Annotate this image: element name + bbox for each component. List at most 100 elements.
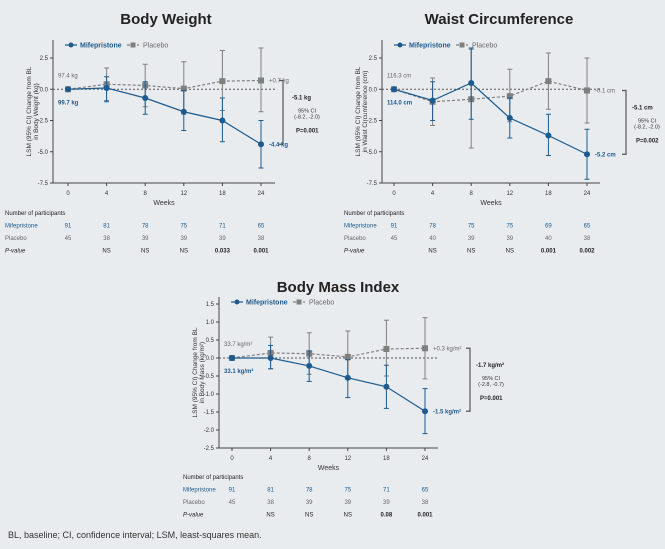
table-cell: 65 [258, 224, 265, 230]
mifepristone-point [306, 362, 313, 369]
mifepristone-point [344, 374, 351, 381]
mifepristone-point [391, 86, 397, 93]
y-tick-label: -2.5 [38, 119, 49, 125]
table-cell: 39 [344, 500, 351, 506]
chart-title: Body Mass Index [277, 279, 400, 296]
table-row-label: P-value [5, 249, 26, 255]
placebo-baseline-label: 97.4 kg [58, 73, 78, 79]
difference-bracket [466, 347, 471, 412]
x-tick-label: 24 [422, 456, 429, 462]
mifepristone-line [232, 357, 426, 412]
placebo-line [393, 80, 588, 103]
legend-placebo-label: Placebo [309, 300, 334, 307]
table-cell: 75 [180, 224, 187, 230]
x-axis-label: Weeks [480, 200, 502, 207]
placebo-line [231, 347, 426, 359]
table-cell: 45 [391, 236, 398, 242]
x-tick-label: 8 [144, 191, 148, 197]
table-row-label: Placebo [344, 236, 366, 242]
table-row-label: Placebo [5, 236, 27, 242]
mifepristone-end-label: -1.5 kg/m² [433, 408, 461, 415]
y-tick-label: 1.5 [206, 302, 215, 308]
placebo-point [383, 346, 390, 352]
difference-value: -5.1 cm [632, 105, 653, 111]
table-row-label: Placebo [183, 500, 205, 506]
participants-table-header: Number of participants [183, 475, 243, 481]
table-cell: NS [506, 249, 514, 255]
x-tick-label: 12 [344, 456, 351, 462]
table-cell: NS [141, 249, 149, 255]
legend-placebo-label: Placebo [472, 43, 497, 50]
placebo-point [584, 87, 590, 94]
ci-label: 95% CI [638, 118, 657, 124]
x-axis-label: Weeks [318, 465, 340, 472]
chart-title: Waist Circumference [425, 11, 574, 28]
y-axis-label-line: LSM (95% CI) Change from BL [192, 327, 199, 417]
y-tick-label: -2.5 [204, 446, 215, 452]
x-tick-label: 0 [66, 191, 70, 197]
placebo-end-label: -0.1 cm [595, 89, 615, 95]
table-cell: 40 [429, 236, 436, 242]
x-tick-label: 12 [506, 191, 513, 197]
legend-mifepristone-marker [68, 42, 74, 48]
x-tick-label: 4 [431, 191, 435, 197]
y-axis-label-line: in Body Mass (kg/m²) [199, 342, 206, 403]
legend-mifepristone-label: Mifepristone [80, 43, 122, 50]
y-tick-label: 0.0 [369, 87, 378, 93]
mifepristone-baseline-label: 99.7 kg [58, 100, 79, 106]
table-cell: 78 [142, 224, 149, 230]
p-value-label: P=0.001 [480, 396, 503, 402]
y-tick-label: 1.0 [206, 320, 215, 326]
table-cell: 38 [422, 500, 429, 506]
chart-body-weight: Body Weight 2.5 0.0 -2.5 -5.0 -7.5 0 4 8 12 18 24 We… [5, 11, 320, 255]
table-cell: 81 [103, 224, 110, 230]
mifepristone-point [65, 86, 71, 93]
x-tick-label: 8 [470, 191, 474, 197]
y-axis-label-line: in Waist Circumference (cm) [362, 71, 369, 153]
table-cell: 38 [258, 236, 265, 242]
table-cell: 39 [219, 236, 226, 242]
table-cell: 75 [468, 224, 475, 230]
mifepristone-baseline-label: 33.1 kg/m² [224, 368, 253, 375]
legend-placebo-label: Placebo [143, 43, 168, 50]
p-value-label: P=0.001 [296, 128, 319, 134]
x-tick-label: 24 [258, 191, 265, 197]
placebo-line [67, 79, 262, 90]
x-tick-label: 24 [584, 191, 591, 197]
table-cell: 0.08 [381, 513, 393, 519]
y-axis-label-line: LSM (95% CI) Change from BL [26, 66, 33, 156]
table-cell: 40 [545, 236, 552, 242]
x-tick-label: 4 [269, 456, 273, 462]
y-tick-label: 0.0 [206, 356, 215, 362]
y-tick-label: -5.0 [367, 150, 378, 156]
table-cell: 0.002 [579, 249, 595, 255]
y-tick-label: -1.5 [204, 410, 215, 416]
mifepristone-line [67, 87, 262, 145]
ci-label: 95% CI [482, 376, 501, 382]
mifepristone-point [219, 117, 226, 124]
mifepristone-point [229, 355, 235, 361]
x-tick-label: 4 [105, 191, 109, 197]
placebo-end-label: +0.3 kg/m² [433, 346, 462, 352]
x-tick-label: 0 [392, 191, 396, 197]
difference-value: -1.7 kg/m² [476, 362, 504, 369]
mifepristone-line [393, 82, 588, 155]
table-cell: NS [467, 249, 475, 255]
mifepristone-end-label: -5.2 cm [595, 152, 616, 158]
mifepristone-point [267, 355, 274, 361]
table-cell: 81 [267, 488, 274, 494]
table-cell: 39 [180, 236, 187, 242]
mifepristone-point [103, 85, 110, 91]
table-cell: NS [180, 249, 188, 255]
table-cell: 39 [383, 500, 390, 506]
table-cell: 78 [306, 488, 313, 494]
y-tick-label: -7.5 [38, 181, 49, 187]
table-cell: 39 [468, 236, 475, 242]
y-axis-label-line: LSM (95% CI) Change from BL [355, 66, 362, 156]
table-cell: 0.001 [541, 249, 557, 255]
legend-mifepristone-label: Mifepristone [409, 43, 451, 50]
mifepristone-point [584, 151, 590, 158]
table-row-label: Mifepristone [183, 488, 216, 494]
placebo-point [180, 85, 187, 92]
participants-table-header: Number of participants [344, 211, 404, 217]
